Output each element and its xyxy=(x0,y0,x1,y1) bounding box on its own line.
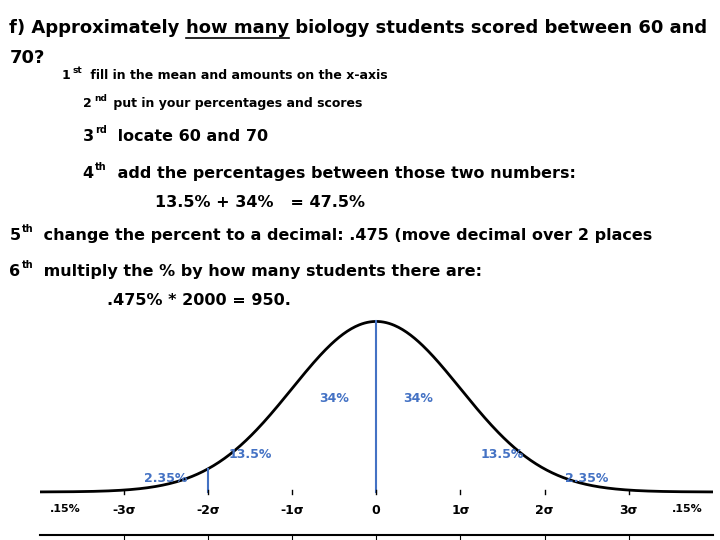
Text: rd: rd xyxy=(95,125,107,135)
Text: 3: 3 xyxy=(83,129,94,144)
Text: 2.35%: 2.35% xyxy=(565,472,608,485)
Text: locate 60 and 70: locate 60 and 70 xyxy=(112,129,268,144)
Text: how many: how many xyxy=(186,19,289,37)
Text: biology students scored between 60 and: biology students scored between 60 and xyxy=(289,19,707,37)
Text: add the percentages between those two numbers:: add the percentages between those two nu… xyxy=(112,166,575,181)
Text: th: th xyxy=(95,162,107,172)
Text: 0: 0 xyxy=(372,504,381,517)
Text: 34%: 34% xyxy=(319,392,349,404)
Text: .15%: .15% xyxy=(672,504,703,514)
Text: 1: 1 xyxy=(61,69,70,82)
Text: multiply the % by how many students there are:: multiply the % by how many students ther… xyxy=(38,264,482,279)
Text: f) Approximately: f) Approximately xyxy=(9,19,186,37)
Text: nd: nd xyxy=(94,94,107,103)
Text: f) Approximately                    how many biology students scored between 60 : f) Approximately how many biology studen… xyxy=(9,19,720,37)
Text: th: th xyxy=(22,224,33,234)
Text: 1σ: 1σ xyxy=(451,504,469,517)
Text: 34%: 34% xyxy=(403,392,433,404)
Text: -2σ: -2σ xyxy=(196,504,220,517)
Text: -1σ: -1σ xyxy=(280,504,304,517)
Text: 70?: 70? xyxy=(9,49,45,66)
Text: 13.5%: 13.5% xyxy=(481,448,524,461)
Text: 4: 4 xyxy=(83,166,94,181)
Text: 5: 5 xyxy=(9,228,20,243)
Text: fill in the mean and amounts on the x-axis: fill in the mean and amounts on the x-ax… xyxy=(86,69,387,82)
Text: -3σ: -3σ xyxy=(112,504,135,517)
Text: 6: 6 xyxy=(9,264,20,279)
Text: 13.5%: 13.5% xyxy=(228,448,271,461)
Text: 2σ: 2σ xyxy=(535,504,554,517)
Text: put in your percentages and scores: put in your percentages and scores xyxy=(109,97,362,110)
Text: st: st xyxy=(73,66,83,75)
Text: th: th xyxy=(22,260,33,270)
Text: change the percent to a decimal: .475 (move decimal over 2 places: change the percent to a decimal: .475 (m… xyxy=(38,228,652,243)
Text: .15%: .15% xyxy=(50,504,80,514)
Text: f) Approximately: f) Approximately xyxy=(0,539,1,540)
Text: 2: 2 xyxy=(83,97,91,110)
Text: 3σ: 3σ xyxy=(619,504,638,517)
Text: .475% * 2000 = 950.: .475% * 2000 = 950. xyxy=(107,293,290,308)
Text: 13.5% + 34%   = 47.5%: 13.5% + 34% = 47.5% xyxy=(155,195,365,211)
Text: 2.35%: 2.35% xyxy=(144,472,187,485)
